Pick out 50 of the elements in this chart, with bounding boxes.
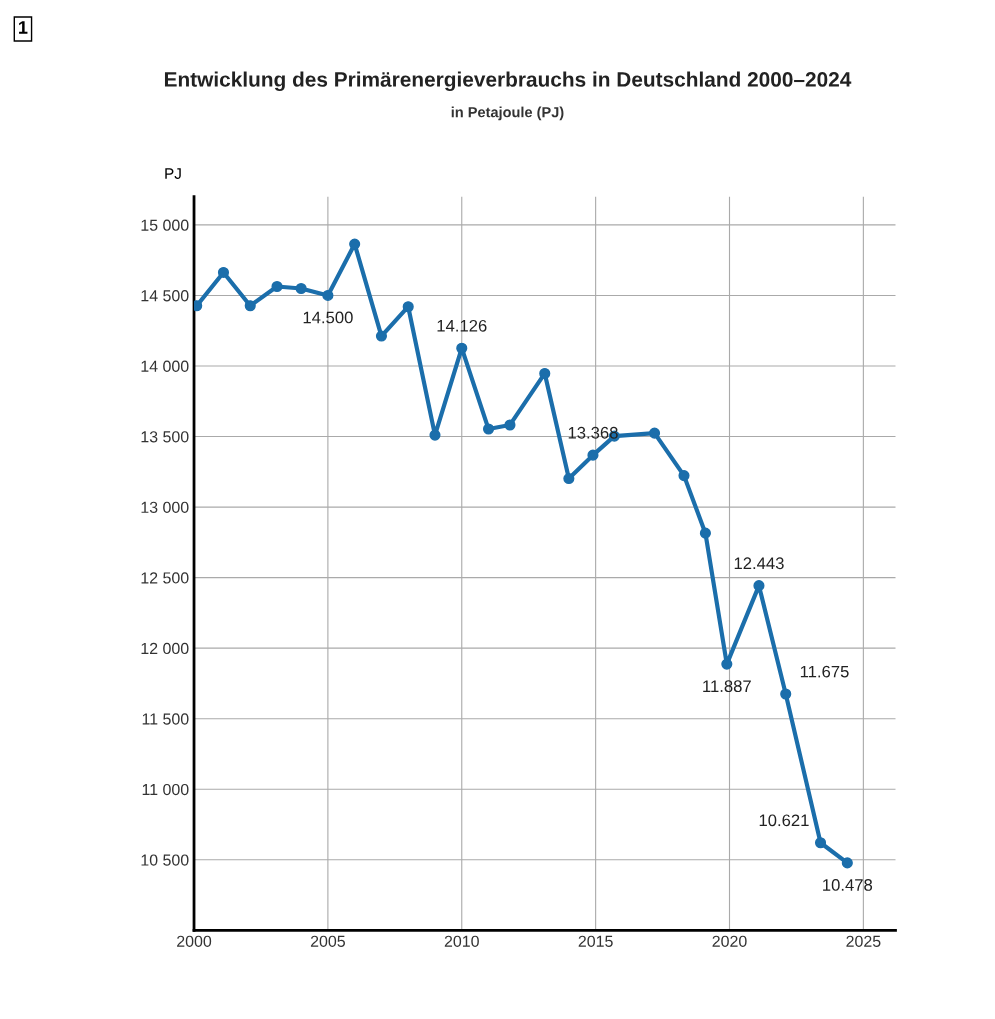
data-label: 14.126 [437,319,487,332]
point [456,342,468,354]
point [429,429,441,441]
point [587,449,599,461]
point [699,527,711,539]
point [678,470,690,482]
point [271,280,283,293]
data-label: 11.887 [703,680,751,693]
y-tick-label: 11 500 [142,713,189,725]
point [217,266,230,278]
point [402,301,414,313]
data-label: 13.368 [568,426,618,439]
point [504,419,516,431]
point [375,330,387,342]
point [780,688,792,700]
point [563,473,575,485]
x-tick-label: 2010 [444,935,479,947]
y-axis-title: PJ [165,168,181,179]
point [814,837,827,849]
text: 1 [19,21,28,34]
chart-title: Entwicklung des Primärenergieverbrauchs in Deutschland 2000–2024 [164,71,852,92]
y-tick-label: 11 000 [142,783,189,796]
point [539,367,551,380]
y-tick-label: 13 000 [141,501,189,514]
point [244,300,256,312]
chart-subtitle: in Petajoule (PJ) [451,106,564,121]
point [648,427,661,439]
y-tick-label: 14 000 [141,360,189,372]
point [841,857,853,869]
y-tick-label: 10 500 [141,854,189,866]
point [322,289,334,301]
data-label: 10.478 [823,879,873,891]
y-tick-label: 15 000 [141,219,189,231]
data-label: 12.443 [734,557,784,570]
point [295,282,307,295]
x-tick-label: 2025 [846,935,881,947]
y-tick-label: 13 500 [141,431,189,443]
point [349,238,361,250]
y-tick-label: 12 000 [141,642,189,655]
data-label: 14.500 [303,311,353,324]
point [482,423,495,435]
y-tick-label: 14 500 [141,290,189,302]
x-tick-label: 2005 [310,935,345,947]
data-label: 11.675 [800,665,849,678]
x-tick-label: 2015 [578,935,613,947]
x-tick-label: 2020 [712,935,747,947]
y-tick-label: 12 500 [141,572,189,584]
data-label: 10.621 [759,814,809,827]
x-tick-label: 2000 [177,935,212,947]
point [721,658,733,670]
